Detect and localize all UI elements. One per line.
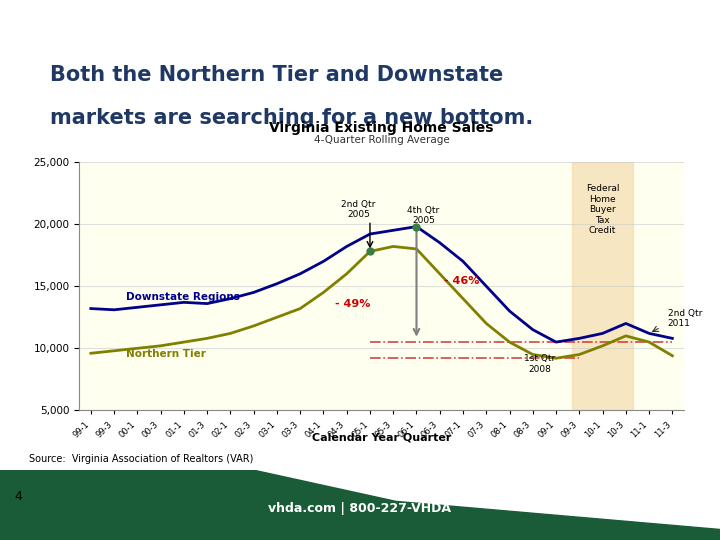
Polygon shape [0, 470, 720, 540]
Text: Downstate Regions: Downstate Regions [126, 292, 240, 302]
Text: Both the Northern Tier and Downstate: Both the Northern Tier and Downstate [50, 65, 504, 85]
Text: Federal
Home
Buyer
Tax
Credit: Federal Home Buyer Tax Credit [586, 184, 619, 235]
Text: 2nd Qtr
2005: 2nd Qtr 2005 [341, 200, 376, 219]
Text: VHDA: VHDA [652, 503, 688, 514]
Text: - 46%: - 46% [444, 276, 480, 286]
Text: vhda.com | 800-227-VHDA: vhda.com | 800-227-VHDA [269, 502, 451, 515]
Text: Virginia Existing Home Sales: Virginia Existing Home Sales [269, 122, 494, 136]
Text: - 49%: - 49% [335, 299, 371, 309]
Text: 1st Qtr
2008: 1st Qtr 2008 [524, 354, 555, 374]
Text: 4-Quarter Rolling Average: 4-Quarter Rolling Average [314, 135, 449, 145]
Bar [572, 162, 633, 410]
Text: 4th Qtr
2005: 4th Qtr 2005 [408, 206, 440, 225]
Text: Source:  Virginia Association of Realtors (VAR): Source: Virginia Association of Realtors… [29, 454, 253, 464]
Text: 2nd Qtr
2011: 2nd Qtr 2011 [667, 308, 702, 328]
Text: Calendar Year Quarter: Calendar Year Quarter [312, 432, 451, 442]
Text: Northern Tier: Northern Tier [126, 349, 206, 359]
Text: 4: 4 [14, 489, 22, 503]
Text: markets are searching for a new bottom.: markets are searching for a new bottom. [50, 108, 534, 128]
